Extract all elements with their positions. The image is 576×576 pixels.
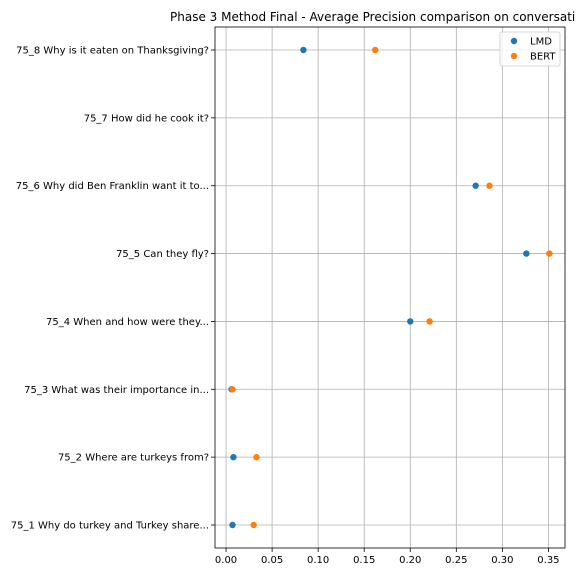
x-tick-label: 0.00 <box>215 555 237 566</box>
x-tick-labels: 0.00 0.05 0.10 0.15 0.20 0.25 0.30 0.35 <box>215 555 560 566</box>
y-tick-label: 75_8 Why is it eaten on Thanksgiving? <box>16 46 209 57</box>
y-tick-label: 75_5 Can they fly? <box>116 249 209 260</box>
data-point-bert <box>486 182 493 189</box>
legend-marker <box>510 37 518 45</box>
data-point-bert <box>372 46 379 54</box>
grid <box>211 27 565 552</box>
legend-marker <box>510 52 518 60</box>
x-tick-label: 0.30 <box>491 555 513 566</box>
legend-label: BERT <box>530 52 556 63</box>
x-tick-label: 0.20 <box>399 555 421 566</box>
data-point-bert <box>426 318 433 325</box>
y-tick-labels: 75_1 Why do turkey and Turkey share... 75… <box>11 46 209 532</box>
x-tick-label: 0.10 <box>307 555 329 566</box>
data-point-lmd <box>300 46 307 54</box>
legend-label: LMD <box>530 37 552 48</box>
data-point-bert <box>546 250 553 257</box>
chart-title: Phase 3 Method Final - Average Precision… <box>170 10 575 24</box>
data-point-lmd <box>229 521 236 529</box>
x-tick-label: 0.05 <box>261 555 283 566</box>
y-tick-label: 75_3 What was their importance in... <box>24 385 209 396</box>
data-point-lmd <box>407 318 414 325</box>
y-tick-label: 75_7 How did he cook it? <box>84 113 209 124</box>
data-point-bert <box>250 521 257 529</box>
y-tick-label: 75_4 When and how were they... <box>46 317 209 328</box>
x-tick-label: 0.25 <box>445 555 467 566</box>
x-tick-label: 0.35 <box>537 555 559 566</box>
data-point-lmd <box>472 182 479 189</box>
data-point-lmd <box>230 453 237 461</box>
y-tick-label: 75_1 Why do turkey and Turkey share... <box>11 521 209 532</box>
data-point-bert <box>253 453 260 461</box>
y-tick-label: 75_2 Where are turkeys from? <box>58 453 209 464</box>
y-tick-label: 75_6 Why did Ben Franklin want it to... <box>16 181 209 192</box>
legend: LMD BERT <box>499 31 561 67</box>
data-point-lmd <box>523 250 530 257</box>
plot-frame <box>214 26 566 549</box>
data-point-bert <box>229 386 236 393</box>
data-points <box>228 46 553 529</box>
x-tick-label: 0.15 <box>353 555 375 566</box>
